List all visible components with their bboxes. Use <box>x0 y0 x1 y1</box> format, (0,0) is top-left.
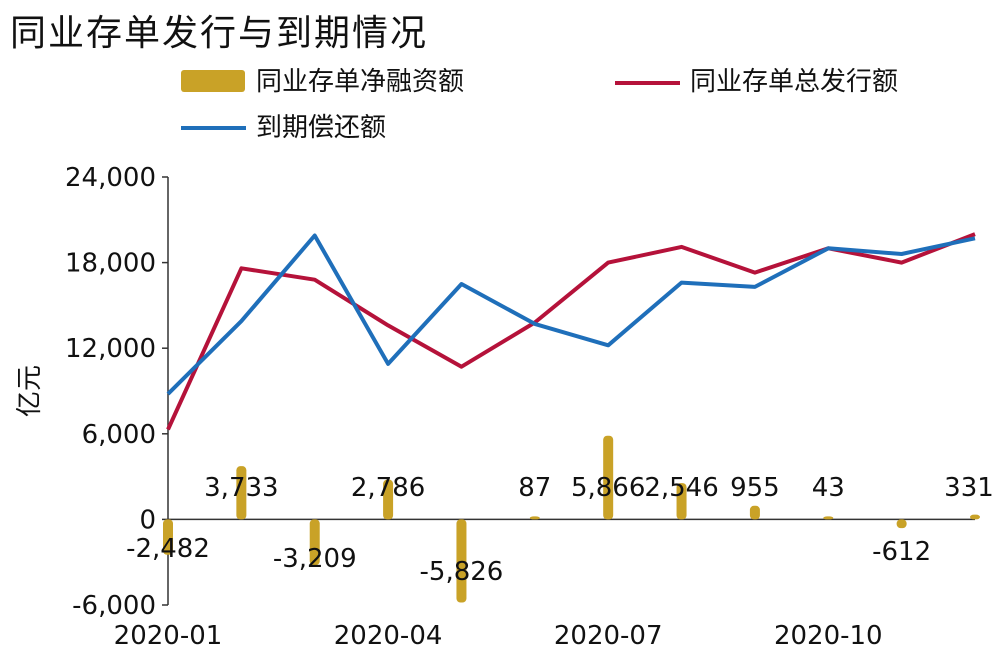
line-series <box>166 232 976 431</box>
data-label: 2,546 <box>644 473 718 503</box>
bar <box>603 435 614 520</box>
y-tick-label: 6,000 <box>82 420 156 450</box>
legend-label: 到期偿还额 <box>256 113 386 143</box>
y-tick-label: -6,000 <box>72 591 156 621</box>
data-label: -5,826 <box>420 557 504 587</box>
bar <box>749 505 760 520</box>
bar-series <box>163 435 980 603</box>
data-label: 2,786 <box>351 473 425 503</box>
data-label: -3,209 <box>273 544 357 574</box>
legend-label: 同业存单净融资额 <box>256 67 464 97</box>
x-tick-label: 2020-04 <box>334 621 443 651</box>
data-label: -612 <box>872 537 931 567</box>
data-label: -2,482 <box>126 534 210 564</box>
chart-title: 同业存单发行与到期情况 <box>10 13 429 54</box>
y-tick-label: 24,000 <box>65 163 156 193</box>
data-label: 87 <box>518 473 551 503</box>
bar <box>896 519 907 529</box>
data-labels: -2,482 3,733 -3,209 2,786 -5,826 87 5,8662,546… <box>126 473 994 587</box>
bar <box>163 519 173 555</box>
data-label: 5,866 <box>571 473 645 503</box>
x-tick-label: 2020-01 <box>114 621 223 651</box>
legend-swatch-bar <box>181 70 245 92</box>
bar <box>236 466 247 520</box>
y-tick-label: 12,000 <box>65 334 156 364</box>
bar <box>309 519 320 566</box>
data-label: 331 <box>944 473 994 503</box>
bar <box>383 479 394 520</box>
bar <box>823 516 834 520</box>
bar <box>970 514 980 520</box>
bar <box>529 516 540 520</box>
x-tick-label: 2020-10 <box>774 621 883 651</box>
axes: -6,000 0 6,000 12,000 18,000 24,000 2020-01 202… <box>15 163 975 651</box>
y-tick-label: 18,000 <box>65 249 156 279</box>
data-label: 43 <box>812 473 845 503</box>
legend-label: 同业存单总发行额 <box>690 67 898 97</box>
bar <box>456 519 467 603</box>
y-tick-label: 0 <box>139 505 156 535</box>
y-axis-title: 亿元 <box>15 365 45 417</box>
line-maturity-repayment <box>166 233 976 396</box>
bar <box>676 483 687 520</box>
data-label: 3,733 <box>204 473 278 503</box>
data-label: 955 <box>730 473 780 503</box>
x-tick-label: 2020-07 <box>554 621 663 651</box>
